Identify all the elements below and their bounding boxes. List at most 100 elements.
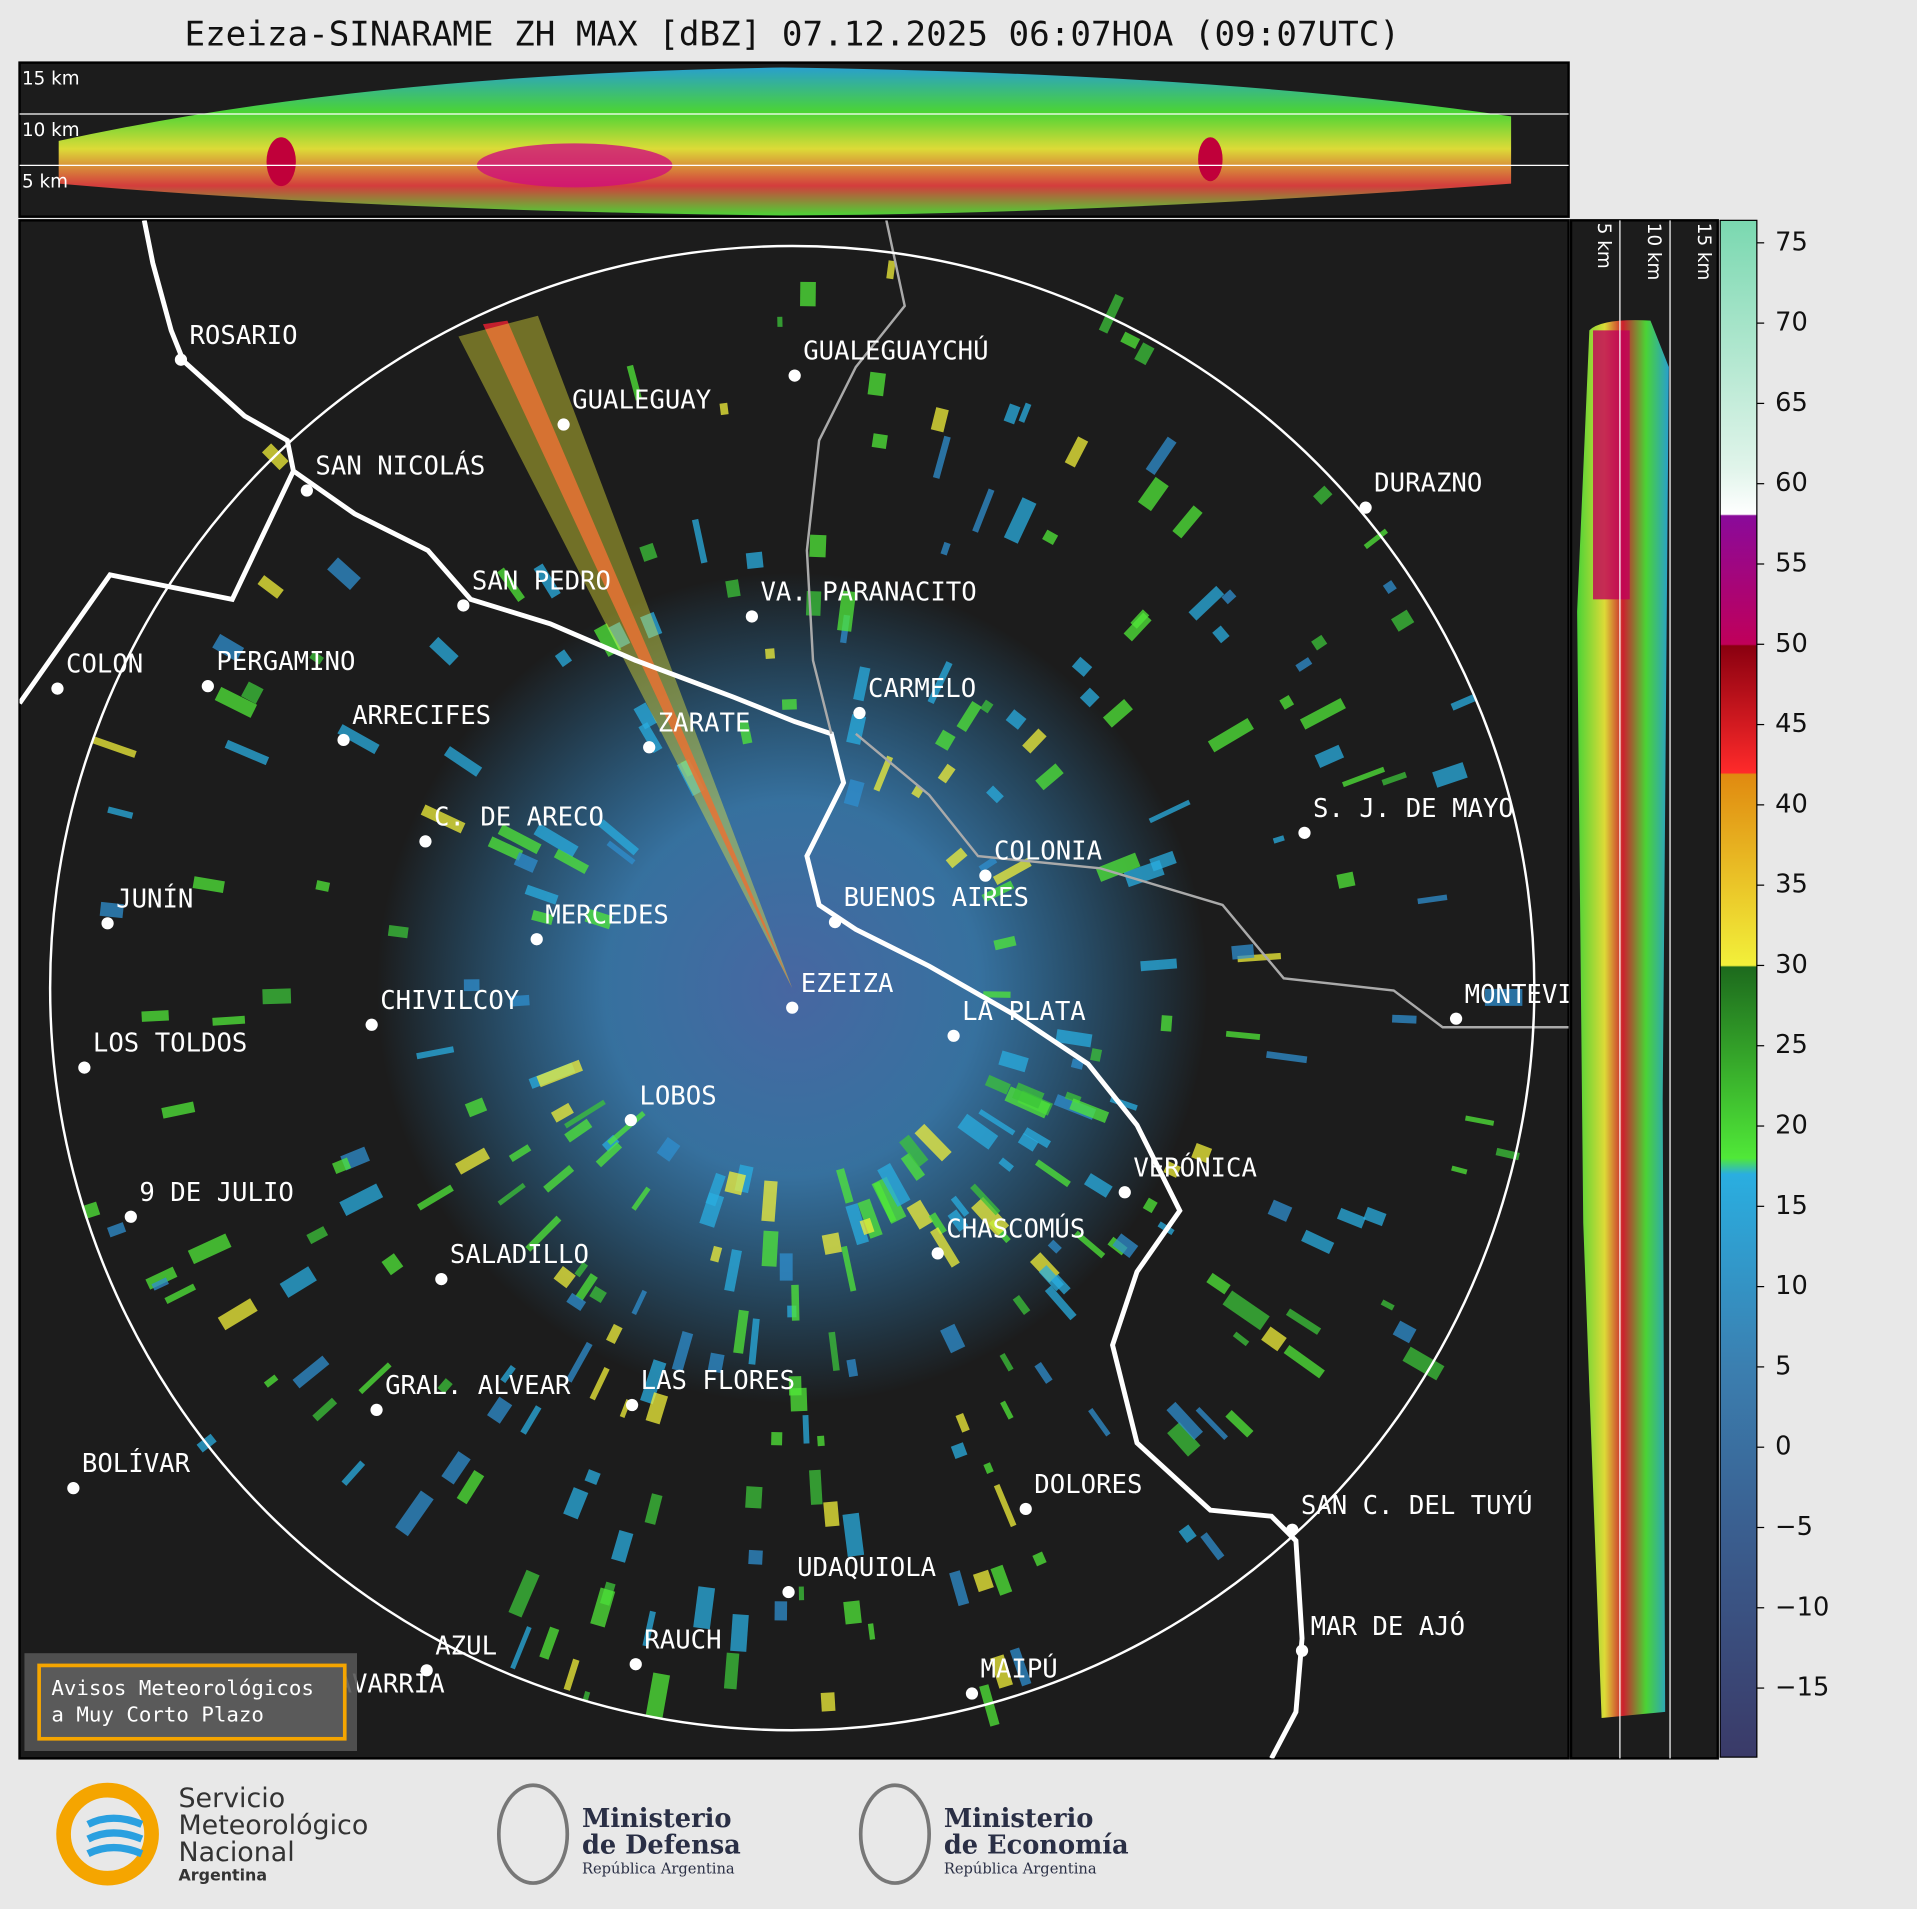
echo-cell	[1432, 762, 1468, 788]
echo-cell	[1464, 1115, 1495, 1126]
warning-button[interactable]: Avisos Meteorológicos a Muy Corto Plazo	[24, 1653, 357, 1752]
echo-cell	[837, 590, 857, 632]
echo-cell	[730, 1613, 749, 1652]
echo-cell	[986, 785, 1004, 804]
echo-cell	[327, 557, 361, 590]
echo-cell	[531, 910, 554, 925]
echo-cell	[1402, 1346, 1445, 1381]
echo-cell	[1299, 697, 1346, 730]
echo-cell	[1090, 1048, 1103, 1062]
city-dot	[853, 706, 866, 720]
echo-cell	[1313, 485, 1333, 505]
logo-economia: Ministerio de Economía República Argenti…	[858, 1783, 1129, 1885]
colorbar-tick-label: −5	[1775, 1512, 1813, 1542]
city-dot	[557, 418, 570, 431]
echo-cell	[607, 622, 631, 650]
height-label: 10 km	[22, 120, 80, 141]
logo-smn: Servicio Meteorológico Nacional Argentin…	[56, 1782, 368, 1886]
city-label: RAUCH	[644, 1625, 721, 1655]
echo-cell	[1200, 1532, 1225, 1561]
echo-cell	[387, 924, 409, 939]
echo-cell	[1044, 1285, 1077, 1321]
city-dot	[965, 1687, 979, 1700]
echo-cell	[611, 1529, 634, 1563]
height-label: 10 km	[1643, 223, 1664, 281]
city-dot	[828, 915, 842, 929]
echo-cell	[443, 746, 483, 777]
city-dot	[931, 1247, 944, 1260]
echo-cell	[1166, 1401, 1204, 1441]
city-dot	[337, 733, 350, 747]
echo-cell	[1172, 505, 1203, 539]
echo-cell	[723, 1652, 740, 1690]
colorbar-tick-label: 55	[1775, 548, 1808, 578]
city-dot	[51, 682, 64, 695]
echo-cell	[1009, 1647, 1032, 1687]
echo-cell	[671, 1331, 694, 1372]
city-dot	[624, 1114, 637, 1127]
echo-cell	[1225, 1030, 1261, 1040]
echo-cell	[1079, 687, 1100, 708]
echo-cell	[306, 1226, 329, 1245]
echo-cell	[262, 988, 292, 1005]
city-dot	[1359, 501, 1372, 514]
echo-cell	[1023, 1127, 1052, 1149]
colorbar-tick-label: −15	[1775, 1673, 1829, 1703]
echo-cell	[525, 1215, 562, 1252]
echo-cell	[497, 567, 525, 602]
echo-cell	[381, 1253, 404, 1276]
echo-cell	[543, 1164, 575, 1193]
echo-cell	[1225, 1410, 1254, 1438]
echo-cell	[520, 1405, 542, 1435]
echo-cell	[719, 402, 729, 416]
echo-cell	[508, 1144, 532, 1162]
echo-cell	[1221, 589, 1237, 605]
logo-text: de Defensa	[582, 1831, 741, 1861]
echo-cell	[241, 681, 264, 704]
echo-cell	[809, 534, 827, 558]
echo-cell	[217, 1298, 258, 1331]
city-label: EZEIZA	[801, 969, 894, 999]
colorbar-tick-label: 40	[1775, 789, 1808, 819]
echo-cell	[1336, 1207, 1366, 1229]
echo-cell	[724, 1249, 742, 1292]
echo-cell	[1314, 744, 1345, 768]
echo-cell	[1047, 1239, 1062, 1254]
echo-cell	[1017, 1133, 1039, 1152]
height-label: 5 km	[1593, 223, 1614, 269]
echo-cell	[533, 563, 561, 599]
warning-text: Avisos Meteorológicos	[51, 1676, 314, 1700]
echo-cell	[644, 1493, 663, 1525]
city-dot	[530, 933, 543, 946]
echo-cell	[983, 1462, 994, 1475]
echo-cell	[823, 1501, 840, 1527]
echo-cell	[1137, 476, 1169, 512]
echo-cell	[745, 1486, 763, 1509]
echo-cell	[980, 699, 994, 714]
echo-cell	[724, 1171, 746, 1196]
city-label: DURAZNO	[1374, 469, 1482, 499]
city-dot	[1286, 1523, 1299, 1536]
city-label: COLON	[66, 650, 143, 680]
city-dot	[625, 1398, 639, 1412]
city-label: GUALEGUAYCHÚ	[803, 335, 988, 367]
echo-cell	[940, 541, 951, 556]
logo-text: Nacional	[178, 1837, 294, 1868]
echo-cell	[699, 1192, 725, 1228]
city-label: VERÓNICA	[1133, 1151, 1257, 1183]
city-dot	[67, 1482, 80, 1495]
echo-cell	[279, 1266, 317, 1298]
echo-cell	[1042, 529, 1059, 546]
echo-cell	[745, 551, 764, 570]
echo-cell	[693, 1586, 716, 1630]
echo-spike	[482, 320, 793, 989]
echo-cell	[1073, 1230, 1106, 1259]
city-label: SAN PEDRO	[472, 567, 611, 597]
echo-cell	[1134, 342, 1155, 366]
city-dot	[786, 1001, 799, 1014]
echo-cell	[1035, 763, 1064, 791]
echo-cell	[510, 1626, 532, 1670]
echo-cell	[992, 857, 1032, 885]
echo-cell	[871, 433, 888, 449]
echo-cell	[463, 979, 480, 992]
